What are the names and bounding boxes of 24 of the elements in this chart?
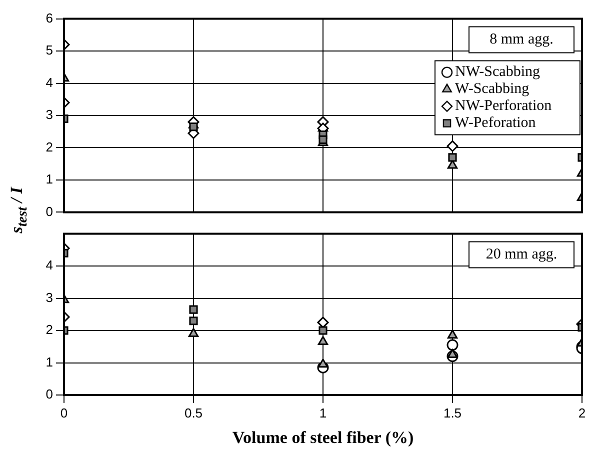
y-tick-label: 2 [46,322,53,338]
y-tick-label: 6 [46,10,53,26]
y-tick-label: 0 [46,386,53,402]
x-tick-label: 1 [319,405,327,420]
y-tick-label: 4 [46,74,53,90]
y-tick-label: 3 [46,107,53,122]
legend-label: NW-Perforation [455,98,552,114]
legend-label: W-Peforation [455,115,536,132]
annotation: 8 mm agg. [490,32,554,48]
y-tick-label: 3 [46,290,53,305]
annotation: 20 mm agg. [486,246,558,263]
x-axis-title: Volume of steel fiber (%) [232,428,414,448]
x-tick-label: 0 [60,405,68,420]
x-tick-label: 0.5 [184,405,203,420]
x-tick-label: 1.5 [443,405,462,420]
y-tick-label: 0 [46,204,53,219]
x-tick-label: 2 [578,405,586,420]
y-tick-label: 4 [46,258,53,273]
y-tick-label: 5 [46,42,53,58]
y-tick-label: 2 [46,139,53,154]
y-tick-label: 1 [46,354,53,370]
legend-label: W-Scabbing [455,81,530,98]
y-tick-label: 1 [46,172,53,187]
legend-label: NW-Scabbing [455,64,540,80]
